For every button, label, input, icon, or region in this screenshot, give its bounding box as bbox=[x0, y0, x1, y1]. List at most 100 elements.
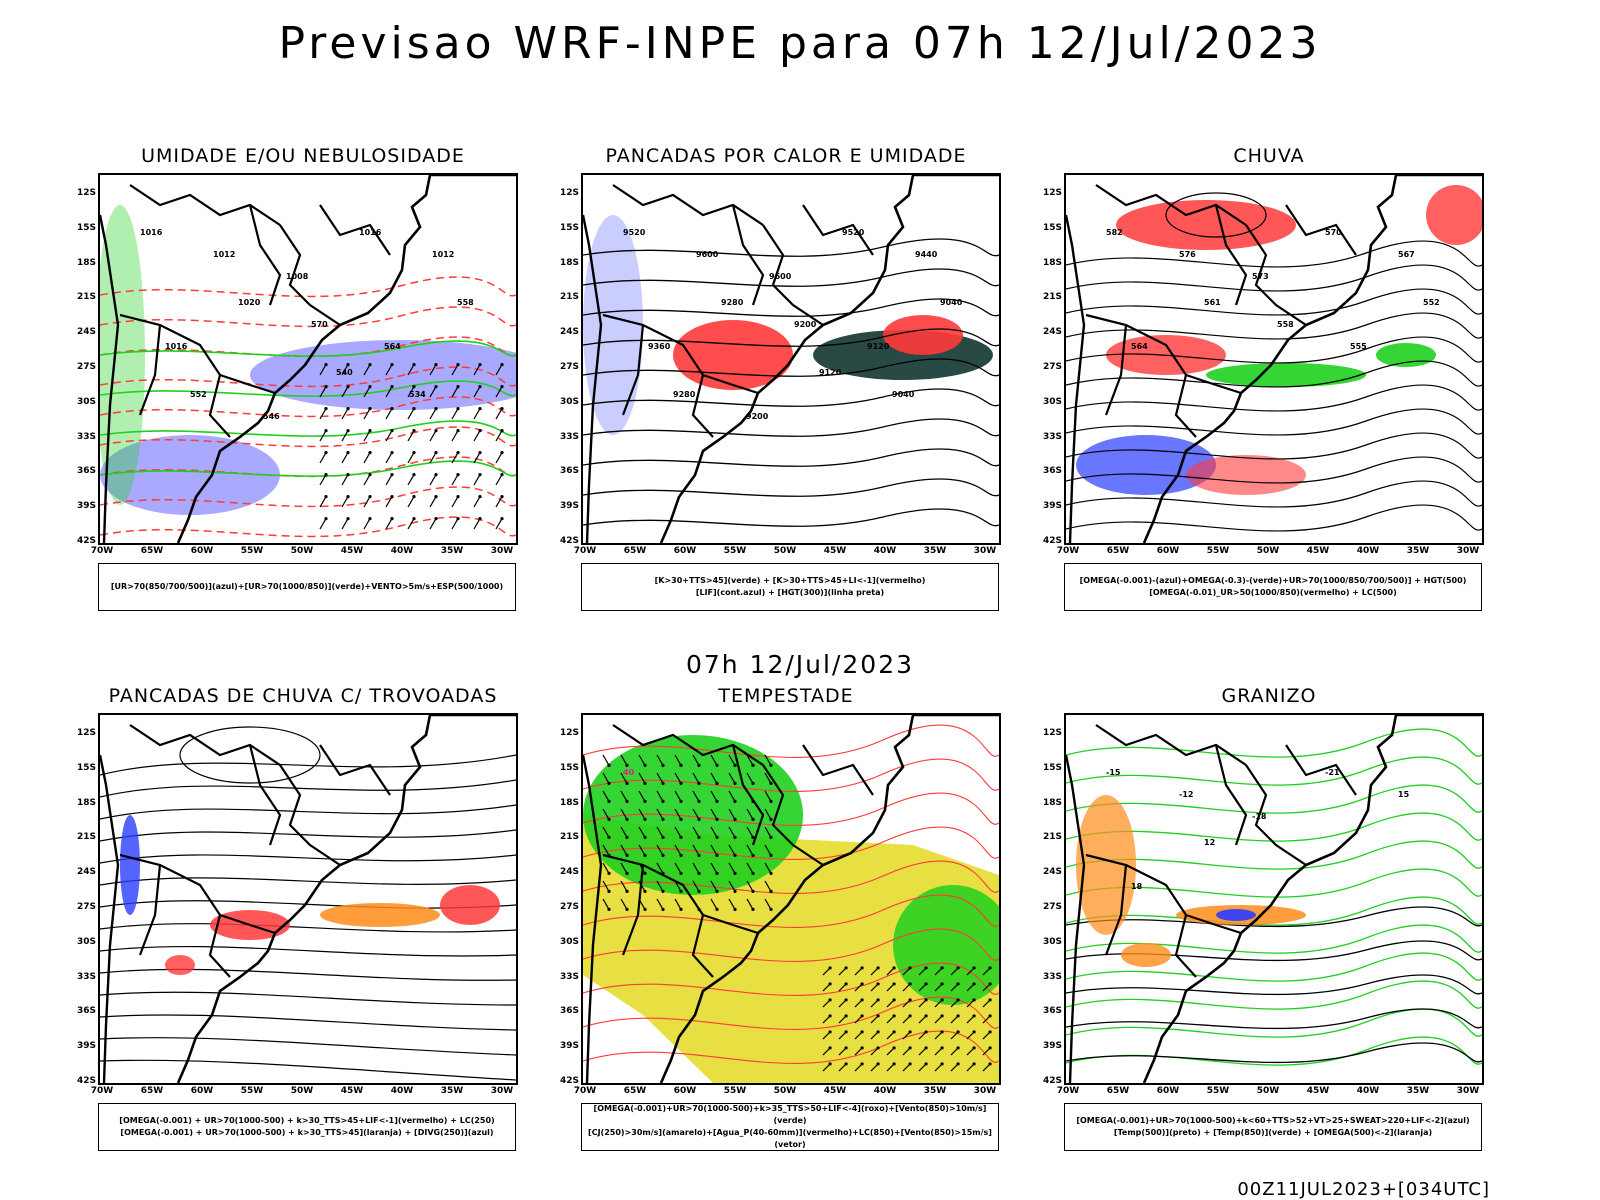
wind-vector bbox=[473, 364, 481, 376]
wind-vector bbox=[638, 808, 646, 820]
wind-vector bbox=[451, 430, 459, 442]
country-border bbox=[249, 383, 276, 395]
contour-line bbox=[1066, 868, 1482, 898]
wind-vector bbox=[870, 1015, 879, 1024]
longitude-tick-label: 60W bbox=[190, 1086, 214, 1096]
wind-vector-head bbox=[769, 763, 773, 767]
longitude-tick-label: 45W bbox=[340, 1086, 364, 1096]
latitude-tick-label: 18S bbox=[559, 797, 579, 808]
wind-vector bbox=[319, 474, 327, 486]
contour-line bbox=[1066, 240, 1482, 268]
wind-vector bbox=[934, 999, 943, 1008]
contour-label: 558 bbox=[1277, 320, 1294, 329]
wind-vector bbox=[902, 1063, 911, 1072]
contour-label: 9120 bbox=[867, 342, 890, 351]
rain-green bbox=[1376, 343, 1436, 367]
contour-line bbox=[1066, 980, 1482, 1010]
wind-vector bbox=[674, 880, 682, 892]
wind-vector-head bbox=[434, 429, 438, 433]
wind-vector bbox=[918, 983, 927, 992]
latitude-tick-label: 42S bbox=[1042, 1076, 1062, 1086]
wind-vector-head bbox=[643, 889, 647, 893]
wind-vector-head bbox=[924, 1030, 928, 1034]
latitude-tick-label: 21S bbox=[76, 832, 96, 843]
country-border bbox=[1104, 864, 1128, 956]
wind-vector bbox=[710, 862, 718, 874]
wind-vector-head bbox=[661, 817, 665, 821]
omega-orange bbox=[1121, 943, 1171, 967]
panel-granizo: GRANIZO 12S 15S 18S 21S 24S 27S 30S 33S 36S 39S 42S… bbox=[1034, 685, 1504, 1185]
mid-title: 07h 12/Jul/2023 bbox=[685, 650, 915, 679]
wind-vector bbox=[620, 826, 628, 838]
longitude-tick-label: 50W bbox=[773, 546, 797, 556]
wind-vector-head bbox=[697, 889, 701, 893]
wind-vector bbox=[822, 983, 831, 992]
wind-vector-head bbox=[500, 473, 504, 477]
wind-vector-head bbox=[456, 407, 460, 411]
wind-vector bbox=[934, 1031, 943, 1040]
wind-vector-head bbox=[697, 799, 701, 803]
contour-line bbox=[583, 860, 999, 894]
contour-label: 546 bbox=[263, 412, 280, 421]
wind-vector bbox=[341, 408, 349, 420]
wind-vector bbox=[934, 983, 943, 992]
wind-vector-head bbox=[876, 982, 880, 986]
wind-vector-head bbox=[769, 853, 773, 857]
wind-vector-head bbox=[500, 429, 504, 433]
wind-vector bbox=[473, 430, 481, 442]
wind-vector-head bbox=[940, 1046, 944, 1050]
wind-vector bbox=[728, 880, 736, 892]
wind-vector-head bbox=[828, 982, 832, 986]
contour-label: 540 bbox=[336, 368, 353, 377]
wind-vector-head bbox=[715, 871, 719, 875]
wind-vector-head bbox=[828, 1062, 832, 1066]
coastline bbox=[1142, 715, 1482, 1083]
wind-vector bbox=[692, 790, 700, 802]
legend-line: [OMEGA(-0.001)-(azul)+OMEGA(-0.3)-(verde… bbox=[1079, 576, 1467, 585]
panel-title: PANCADAS DE CHUVA C/ TROVOADAS bbox=[108, 685, 498, 707]
latitude-tick-label: 18S bbox=[76, 257, 96, 268]
rain-green bbox=[1206, 363, 1366, 387]
coastline bbox=[659, 715, 999, 1083]
wind-vector-head bbox=[908, 1014, 912, 1018]
country-border bbox=[602, 853, 734, 927]
contour-line bbox=[100, 336, 516, 358]
wind-vector-head bbox=[769, 817, 773, 821]
wind-vector bbox=[602, 898, 610, 910]
longitude-tick-label: 55W bbox=[1206, 1086, 1230, 1096]
wind-vector-head bbox=[956, 966, 960, 970]
wind-vector bbox=[728, 772, 736, 784]
wind-vector bbox=[620, 754, 628, 766]
wind-vector bbox=[710, 754, 718, 766]
wind-vector-head bbox=[876, 1030, 880, 1034]
wind-vector-head bbox=[892, 982, 896, 986]
wind-vector-head bbox=[390, 363, 394, 367]
wind-vector-head bbox=[368, 473, 372, 477]
wind-vector bbox=[473, 452, 481, 464]
wind-vector-head bbox=[500, 451, 504, 455]
contour-label: 573 bbox=[1252, 272, 1269, 281]
latitude-tick-label: 27S bbox=[76, 902, 96, 912]
contour-label: -21 bbox=[1325, 768, 1340, 777]
contour-line bbox=[100, 456, 516, 478]
longitude-tick-label: 45W bbox=[823, 1086, 847, 1096]
wind-vector bbox=[674, 826, 682, 838]
wind-vector bbox=[710, 772, 718, 784]
longitude-tick-label: 70W bbox=[1056, 1086, 1080, 1096]
wind-vector-head bbox=[661, 799, 665, 803]
wind-vector-head bbox=[769, 781, 773, 785]
contour-label: 1016 bbox=[140, 228, 163, 237]
contour-line bbox=[100, 366, 516, 388]
wind-vector-head bbox=[625, 835, 629, 839]
longitude-tick-label: 65W bbox=[623, 1086, 647, 1096]
contour-line bbox=[100, 420, 516, 437]
wind-vector-head bbox=[972, 1062, 976, 1066]
streamline bbox=[100, 1059, 516, 1081]
wind-vector-head bbox=[751, 781, 755, 785]
wind-vector bbox=[934, 1047, 943, 1056]
wind-vector-head bbox=[679, 817, 683, 821]
wind-vector bbox=[764, 808, 772, 820]
wind-vector bbox=[495, 496, 503, 508]
wind-vector bbox=[746, 844, 754, 856]
country-border bbox=[732, 383, 759, 395]
